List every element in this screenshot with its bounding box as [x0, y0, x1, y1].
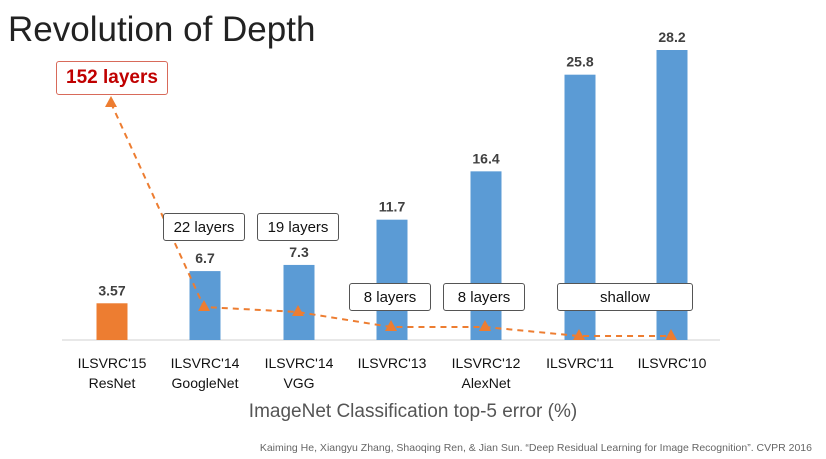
layers-marker-5 — [573, 329, 585, 340]
layers-label-googlenet: 22 layers — [163, 213, 245, 241]
value-label-0: 3.57 — [98, 282, 125, 298]
value-label-3: 11.7 — [379, 199, 406, 215]
category-label-2: ILSVRC'14 — [265, 355, 334, 371]
category-sublabel-4: AlexNet — [461, 375, 510, 391]
layers-marker-0 — [105, 96, 117, 107]
value-label-5: 25.8 — [566, 54, 593, 70]
category-label-5: ILSVRC'11 — [546, 355, 614, 371]
layers-callout-resnet: 152 layers — [56, 61, 168, 95]
value-label-4: 16.4 — [472, 150, 499, 166]
citation: Kaiming He, Xiangyu Zhang, Shaoqing Ren,… — [259, 442, 812, 454]
layers-marker-1 — [198, 300, 210, 311]
bar-0 — [96, 303, 128, 340]
category-sublabel-2: VGG — [283, 375, 314, 391]
layers-label-ilsvrc13: 8 layers — [349, 283, 431, 311]
layers-marker-6 — [665, 329, 677, 340]
slide-title: Revolution of Depth — [8, 10, 316, 49]
value-label-1: 6.7 — [195, 250, 215, 266]
category-label-0: ILSVRC'15 — [78, 355, 147, 371]
category-label-3: ILSVRC'13 — [358, 355, 427, 371]
category-label-1: ILSVRC'14 — [171, 355, 240, 371]
layers-marker-3 — [385, 320, 397, 331]
bar-4 — [470, 171, 502, 340]
category-sublabel-1: GoogleNet — [172, 375, 239, 391]
bar-2 — [283, 264, 315, 340]
category-label-4: ILSVRC'12 — [452, 355, 521, 371]
layers-marker-2 — [292, 305, 304, 316]
x-axis-title: ImageNet Classification top-5 error (%) — [248, 401, 578, 422]
layers-label-vgg: 19 layers — [257, 213, 339, 241]
layers-label-shallow: shallow — [557, 283, 693, 311]
value-label-6: 28.2 — [658, 29, 685, 45]
category-label-6: ILSVRC'10 — [638, 355, 707, 371]
bar-3 — [376, 219, 408, 340]
layers-label-alexnet: 8 layers — [443, 283, 525, 311]
layers-marker-4 — [479, 320, 491, 331]
category-sublabel-0: ResNet — [89, 375, 136, 391]
value-label-2: 7.3 — [289, 244, 309, 260]
